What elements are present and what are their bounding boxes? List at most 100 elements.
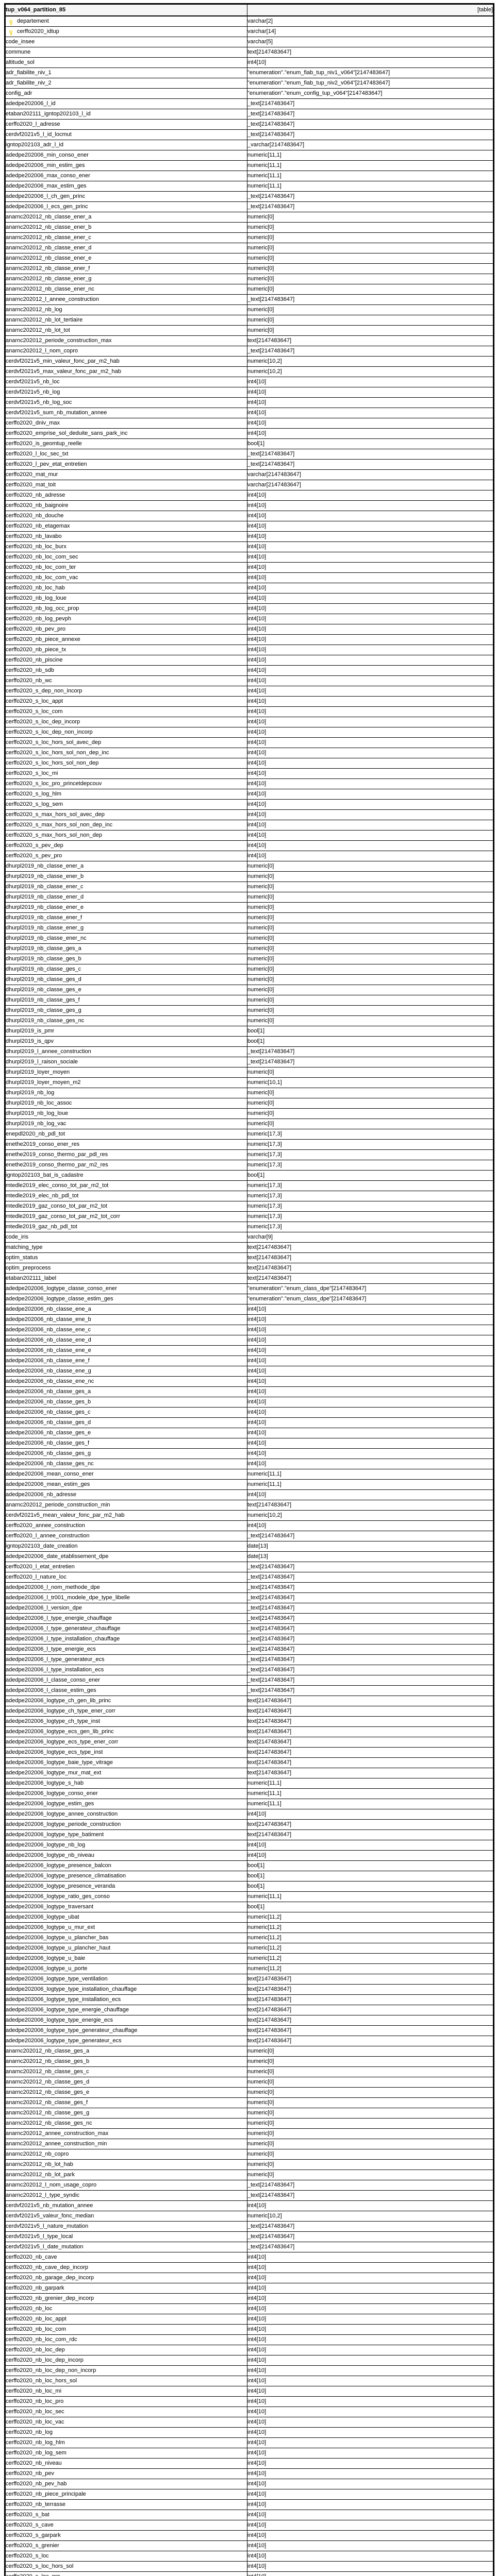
column-name-label: adedpe202006_logtype_presence_veranda <box>6 1883 115 1889</box>
table-row: cerffo2020_nb_etagemax int4[10] <box>5 521 494 532</box>
table-row: dhurpl2019_loyer_moyen numeric[0] <box>5 1067 494 1078</box>
column-name: anarnc202012_nb_copro <box>5 2149 247 2160</box>
column-type: int4[10] <box>247 1438 494 1449</box>
column-name: cerffo2020_nb_terrasse <box>5 2499 247 2510</box>
column-type: numeric[17,3] <box>247 1139 494 1150</box>
column-type-label: text[2147483647] <box>247 1718 292 1724</box>
column-name-label: anarnc202012_periode_construction_min <box>6 1502 110 1508</box>
column-name-label: cerffo2020_nb_baignoire <box>6 502 69 509</box>
table-row: adedpe202006_max_estim_ges numeric[11,1] <box>5 181 494 192</box>
column-type: numeric[0] <box>247 222 494 233</box>
table-row: igntop202103_date_creation date[13] <box>5 1541 494 1552</box>
column-name: anarnc202012_periode_construction_min <box>5 1500 247 1511</box>
table-row: adedpe202006_logtype_u_baie numeric[11,2] <box>5 1953 494 1964</box>
column-name: cerffo2020_nb_piece_annexe <box>5 634 247 645</box>
column-type: int4[10] <box>247 1489 494 1500</box>
table-row: adedpe202006_logtype_type_installation_e… <box>5 1994 494 2005</box>
column-name: adedpe202006_nb_classe_ges_c <box>5 1407 247 1418</box>
column-type: bool[1] <box>247 1902 494 1912</box>
column-type-label: numeric[0] <box>247 873 274 879</box>
column-name: cerffo2020_nb_piece_principale <box>5 2489 247 2500</box>
column-name: anarnc202012_nb_classe_ener_f <box>5 263 247 274</box>
column-name: cerffo2020_nb_wc <box>5 675 247 686</box>
column-type-label: numeric[11,2] <box>247 1965 281 1972</box>
column-name-label: cerdvf2021v5_nb_log <box>6 389 60 395</box>
column-type-label: int4[10] <box>247 2543 267 2549</box>
column-name: adedpe202006_logtype_type_energie_chauff… <box>5 2005 247 2015</box>
table-row: cerffo2020_l_pev_etat_entretien _text[214… <box>5 459 494 470</box>
column-type-label: "enumeration"."enum_class_dpe"[214748364… <box>247 1296 367 1302</box>
column-type: int4[10] <box>247 614 494 624</box>
table-row: adedpe202006_l_type_energie_ecs _text[214… <box>5 1644 494 1655</box>
column-name-label: adedpe202006_max_estim_ges <box>6 183 87 189</box>
column-type: numeric[11,2] <box>247 1933 494 1943</box>
column-type: int4[10] <box>247 830 494 841</box>
table-row: cerffo2020_nb_lavabo int4[10] <box>5 531 494 542</box>
column-type: _text[2147483647] <box>247 1685 494 1696</box>
column-type: int4[10] <box>247 2468 494 2479</box>
table-row: adedpe202006_l_tr001_modele_dpe_type_lib… <box>5 1592 494 1603</box>
column-type-label: text[2147483647] <box>247 1244 292 1250</box>
column-type: numeric[10,2] <box>247 2211 494 2222</box>
table-row: dhurpl2019_nb_log_vac numeric[0] <box>5 1118 494 1129</box>
column-type-label: numeric[0] <box>247 1100 274 1106</box>
table-row: adedpe202006_nb_classe_ges_e int4[10] <box>5 1428 494 1438</box>
column-name: adedpe202006_nb_adresse <box>5 1489 247 1500</box>
column-type: int4[10] <box>247 851 494 861</box>
column-name-label: anarnc202012_nb_classe_ges_c <box>6 2069 89 2075</box>
table-body: tup_v064_partition_85 [table] departemen… <box>5 4 494 2576</box>
column-type: int4[10] <box>247 2561 494 2572</box>
column-name-label: igntop202103_date_creation <box>6 1543 78 1549</box>
column-name-label: config_adr <box>6 90 32 96</box>
column-name-label: cerffo2020_nb_wc <box>6 677 52 684</box>
column-type-label: int4[10] <box>247 420 267 426</box>
column-type: numeric[0] <box>247 902 494 913</box>
table-row: cerdvf2021v5_l_nature_mutation _text[2147… <box>5 2221 494 2232</box>
table-row: adedpe202006_nb_classe_ges_g int4[10] <box>5 1448 494 1459</box>
column-type-label: numeric[0] <box>247 327 274 333</box>
column-name: cerffo2020_nb_loc_hors_sol <box>5 2376 247 2386</box>
column-name: mtedle2019_gaz_nb_pdl_tot <box>5 1222 247 1232</box>
column-name: adedpe202006_logtype_mur_mat_ext <box>5 1768 247 1778</box>
column-name: adedpe202006_logtype_type_batiment <box>5 1829 247 1840</box>
column-type: int4[10] <box>247 408 494 418</box>
column-type-label: bool[1] <box>247 1028 265 1034</box>
column-type-label: int4[10] <box>247 626 267 632</box>
column-name: mtedle2019_gaz_conso_tot_par_m2_tot_corr <box>5 1211 247 1222</box>
column-name-label: anarnc202012_annee_construction_max <box>6 2130 109 2137</box>
table-row: mtedle2019_elec_conso_tot_par_m2_tot nume… <box>5 1180 494 1191</box>
table-row: dhurpl2019_nb_classe_ges_f numeric[0] <box>5 995 494 1006</box>
column-name: dhurpl2019_l_raison_sociale <box>5 1057 247 1067</box>
column-type-label: numeric[0] <box>247 317 274 323</box>
column-name-label: anarnc202012_nb_classe_ener_b <box>6 224 92 230</box>
column-name: adedpe202006_l_classe_conso_ener <box>5 1675 247 1686</box>
column-type: _text[2147483647] <box>247 2190 494 2201</box>
column-name: dhurpl2019_loyer_moyen_m2 <box>5 1077 247 1088</box>
column-type: _text[2147483647] <box>247 1603 494 1614</box>
column-type-label: int4[10] <box>247 2501 267 2507</box>
column-name: anarnc202012_nb_lot_hab <box>5 2159 247 2170</box>
column-name: cerffo2020_s_bat <box>5 2510 247 2520</box>
column-name-primary-key: departement <box>5 15 247 27</box>
column-type-label: int4[10] <box>247 2316 267 2322</box>
column-type: int4[10] <box>247 840 494 851</box>
column-type: int4[10] <box>247 572 494 583</box>
column-type-label: text[2147483647] <box>247 49 292 55</box>
column-name-label: dhurpl2019_nb_classe_ges_f <box>6 997 80 1003</box>
table-row: adedpe202006_nb_classe_ene_d int4[10] <box>5 1335 494 1346</box>
column-type-label: text[2147483647] <box>247 337 292 344</box>
column-name-label: adedpe202006_nb_classe_ene_f <box>6 1358 90 1364</box>
column-name: config_adr <box>5 88 247 99</box>
column-type-label: _text[2147483647] <box>247 1667 295 1673</box>
column-type: numeric[11,1] <box>247 1799 494 1809</box>
column-type-label: text[2147483647] <box>247 1265 292 1271</box>
column-name-label: cerffo2020_nb_garage_dep_incorp <box>6 2275 94 2281</box>
column-type: numeric[10,1] <box>247 1077 494 1088</box>
column-type-label: int4[10] <box>247 605 267 612</box>
column-type-label: int4[10] <box>247 2398 267 2404</box>
column-type: text[2147483647] <box>247 1747 494 1758</box>
column-name: cerffo2020_nb_loc_mi <box>5 2386 247 2397</box>
column-type-label: numeric[0] <box>247 2099 274 2106</box>
column-type: int4[10] <box>247 521 494 532</box>
column-name: cerffo2020_nb_loc_pro <box>5 2396 247 2407</box>
